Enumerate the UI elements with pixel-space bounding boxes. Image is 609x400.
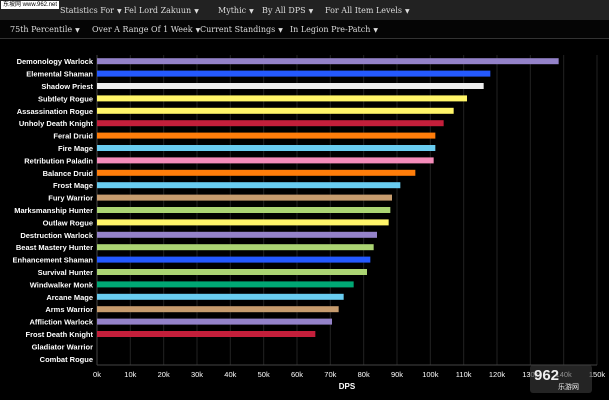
x-tick-label: 10k [124, 370, 136, 379]
chevron-down-icon: ▼ [278, 27, 283, 34]
bar [97, 281, 354, 288]
dps-chart: Demonology Warlock Elemental Shaman Shadow… [0, 40, 609, 400]
category-label: Fury Warrior [48, 194, 93, 203]
x-tick-label: 100k [422, 370, 439, 379]
category-label: Fire Mage [58, 144, 93, 153]
x-tick-label: 50k [258, 370, 270, 379]
category-label: Survival Hunter [38, 268, 94, 277]
chevron-down-icon: ▼ [75, 27, 80, 34]
bar [97, 231, 377, 238]
x-tick-label: 40k [224, 370, 236, 379]
x-tick-label: 0k [93, 370, 101, 379]
category-label: Arcane Mage [46, 293, 93, 302]
bar [97, 331, 316, 337]
category-label: Beast Mastery Hunter [16, 243, 93, 252]
x-tick-label: 120k [489, 370, 506, 379]
bar [97, 306, 339, 313]
x-axis-label: DPS [339, 382, 356, 391]
bar [97, 132, 436, 139]
nav-statistics-for-label: Statistics For [60, 6, 114, 15]
nav-encounter[interactable]: Fel Lord Zakuun ▼ [124, 6, 199, 15]
x-tick-label: 150k [589, 370, 606, 379]
x-tick-label: 20k [158, 370, 170, 379]
bar [97, 207, 391, 213]
watermark-badge: 962 乐游网 [530, 365, 592, 393]
category-label: Frost Mage [53, 181, 93, 190]
watermark-logo: 东坡网 www.962.net [1, 1, 60, 9]
bar [97, 293, 344, 300]
x-tick-label: 80k [358, 370, 370, 379]
category-label: Arms Warrior [45, 305, 93, 314]
bar [97, 182, 401, 189]
bar [97, 120, 444, 127]
watermark-badge-text: 乐游网 [558, 384, 579, 391]
bar [97, 107, 454, 114]
chevron-down-icon: ▼ [195, 27, 201, 34]
x-tick-label: 60k [291, 370, 303, 379]
nav-item-levels-label: For All Item Levels [325, 6, 402, 15]
category-label: Enhancement Shaman [13, 256, 94, 265]
bar [97, 269, 367, 275]
nav-item-levels[interactable]: For All Item Levels ▼ [325, 6, 410, 15]
category-label: Frost Death Knight [26, 330, 94, 339]
watermark-badge-number: 962 [534, 367, 560, 384]
x-tick-label: 90k [391, 370, 403, 379]
bar [97, 58, 559, 65]
bar [97, 256, 371, 263]
bar [97, 219, 389, 226]
nav-encounter-label: Fel Lord Zakuun [124, 6, 192, 15]
category-label: Retribution Paladin [24, 156, 93, 165]
category-label: Subtlety Rogue [38, 94, 93, 103]
filter-patch[interactable]: In Legion Pre-Patch ▼ [290, 25, 378, 34]
x-tick-label: 70k [324, 370, 336, 379]
bar [97, 145, 436, 151]
bar [97, 318, 332, 325]
bar [97, 169, 416, 176]
dps-bar-chart: Demonology Warlock Elemental Shaman Shadow… [13, 55, 606, 391]
nav-metric[interactable]: By All DPS ▼ [262, 6, 313, 15]
category-label: Combat Rogue [40, 355, 93, 364]
category-label: Unholy Death Knight [19, 119, 94, 128]
chevron-down-icon: ▼ [373, 27, 379, 34]
chevron-down-icon: ▼ [194, 8, 199, 15]
chevron-down-icon: ▼ [308, 8, 314, 15]
nav-statistics-for[interactable]: Statistics For ▼ [60, 6, 122, 15]
filter-standings-label: Current Standings [200, 25, 276, 34]
bar [97, 157, 434, 164]
filter-percentile[interactable]: 75th Percentile ▼ [10, 25, 80, 34]
chevron-down-icon: ▼ [249, 8, 254, 15]
category-label: Elemental Shaman [26, 70, 93, 79]
category-label: Marksmanship Hunter [14, 206, 93, 215]
bar [97, 70, 491, 77]
filter-percentile-label: 75th Percentile [10, 25, 73, 34]
filter-bar: 75th Percentile ▼ Over A Range Of 1 Week ▼… [0, 20, 609, 39]
filter-range-label: Over A Range Of 1 Week [92, 25, 193, 34]
chevron-down-icon: ▼ [117, 8, 122, 15]
bar [97, 194, 392, 201]
nav-difficulty-label: Mythic [218, 6, 247, 15]
category-label: Outlaw Rogue [43, 218, 93, 227]
category-label: Assassination Rogue [17, 107, 93, 116]
bar [97, 83, 484, 89]
bar [97, 95, 467, 102]
top-nav-bar: Statistics For ▼ Fel Lord Zakuun ▼ Mythic ▼… [0, 0, 609, 21]
x-tick-label: 30k [191, 370, 203, 379]
category-label: Demonology Warlock [17, 57, 94, 66]
category-label: Gladiator Warrior [32, 342, 93, 351]
category-label: Windwalker Monk [30, 280, 94, 289]
filter-range[interactable]: Over A Range Of 1 Week ▼ [92, 25, 200, 34]
category-label: Destruction Warlock [20, 231, 93, 240]
chevron-down-icon: ▼ [404, 8, 410, 15]
category-label: Shadow Priest [41, 82, 93, 91]
nav-difficulty[interactable]: Mythic ▼ [218, 6, 254, 15]
category-label: Affliction Warlock [30, 318, 94, 327]
bar [97, 244, 374, 251]
filter-standings[interactable]: Current Standings ▼ [200, 25, 283, 34]
x-tick-label: 110k [456, 370, 472, 379]
category-label: Feral Druid [53, 132, 93, 141]
category-label: Balance Druid [43, 169, 94, 178]
nav-metric-label: By All DPS [262, 6, 306, 15]
filter-patch-label: In Legion Pre-Patch [290, 25, 371, 34]
